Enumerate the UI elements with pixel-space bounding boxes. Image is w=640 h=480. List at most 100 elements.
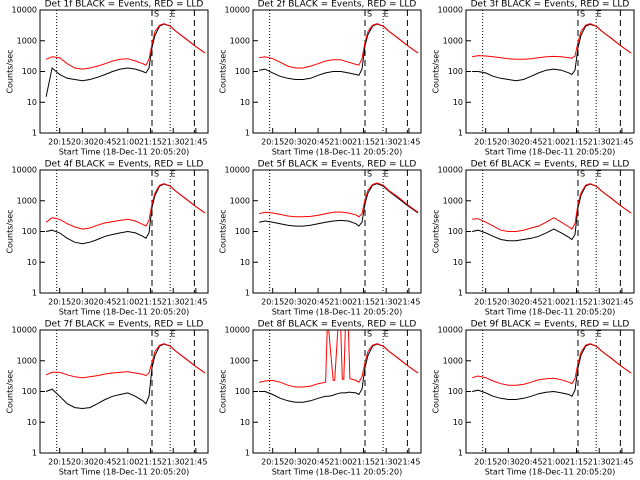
- x-tick-label: 20:30: [71, 298, 94, 307]
- y-tick-label: 1000: [17, 196, 37, 205]
- x-tick-label: 20:15: [474, 298, 497, 307]
- x-tick-label: 21:00: [329, 298, 352, 307]
- x-tick-label: 20:30: [71, 138, 94, 147]
- x-axis-label: Start Time (18-Dec-11 20:05:20): [485, 468, 616, 477]
- x-tick-label: 21:15: [565, 138, 588, 147]
- y-tick-label: 10: [27, 258, 37, 267]
- plot-frame: [465, 169, 635, 294]
- annotation: E: [171, 10, 176, 19]
- y-tick-label: 1000: [230, 196, 250, 205]
- x-tick-label: 21:00: [116, 138, 139, 147]
- x-tick-label: 20:15: [261, 458, 284, 467]
- annotation: E: [597, 330, 602, 339]
- series-line: [258, 182, 419, 218]
- x-tick-label: 20:45: [307, 458, 330, 467]
- x-tick-label: 21:45: [610, 458, 633, 467]
- series-line: [45, 183, 206, 230]
- x-tick-label: 20:15: [48, 138, 71, 147]
- y-tick-label: 10: [240, 418, 250, 427]
- annotation: E: [597, 170, 602, 179]
- chart-title: Det 5f BLACK = Events, RED = LLD: [258, 160, 417, 170]
- x-tick-label: 21:30: [162, 458, 185, 467]
- panel: Det 7f BLACK = Events, RED = LLD Counts/s…: [6, 320, 209, 477]
- plot-frame: [39, 9, 209, 134]
- annotation: S: [580, 170, 585, 179]
- plot-frame: [252, 9, 422, 134]
- y-tick-label: 1: [32, 129, 37, 138]
- y-tick-label: 100: [235, 67, 250, 76]
- y-tick-label: 10: [27, 98, 37, 107]
- x-tick-label: 21:15: [565, 298, 588, 307]
- annotation: S: [154, 170, 159, 179]
- y-tick-label: 10000: [438, 166, 463, 175]
- x-tick-label: 21:00: [329, 138, 352, 147]
- y-axis-label: Counts/sec: [219, 209, 228, 253]
- panel: Det 3f BLACK = Events, RED = LLD Counts/s…: [432, 0, 635, 157]
- y-tick-label: 1000: [230, 356, 250, 365]
- y-axis-label: Counts/sec: [6, 49, 15, 93]
- y-tick-label: 10000: [225, 6, 250, 15]
- plot-frame: [252, 329, 422, 454]
- x-tick-label: 21:30: [375, 138, 398, 147]
- x-axis-label: Start Time (18-Dec-11 20:05:20): [485, 308, 616, 317]
- x-tick-label: 20:15: [261, 298, 284, 307]
- series-line: [472, 23, 632, 60]
- x-tick-label: 21:15: [139, 298, 162, 307]
- x-tick-label: 21:00: [542, 298, 565, 307]
- y-tick-label: 1000: [443, 36, 463, 45]
- x-tick-label: 20:45: [520, 138, 543, 147]
- x-tick-label: 21:30: [588, 298, 611, 307]
- x-tick-label: 21:15: [352, 298, 375, 307]
- chart-title: Det 6f BLACK = Events, RED = LLD: [471, 160, 630, 170]
- y-tick-label: 10000: [12, 326, 37, 335]
- series-line: [45, 23, 206, 70]
- x-tick-label: 20:45: [520, 298, 543, 307]
- chart-title: Det 1f BLACK = Events, RED = LLD: [45, 0, 204, 10]
- x-tick-label: 20:30: [497, 458, 520, 467]
- y-tick-label: 100: [448, 227, 463, 236]
- plot-frame: [465, 9, 635, 134]
- x-tick-label: 20:45: [94, 138, 117, 147]
- annotation: S: [580, 330, 585, 339]
- y-tick-label: 1000: [230, 36, 250, 45]
- annotation: S: [580, 10, 585, 19]
- x-tick-label: 21:15: [352, 458, 375, 467]
- y-tick-label: 1: [245, 449, 250, 458]
- annotation: S: [154, 330, 159, 339]
- x-tick-label: 21:00: [116, 458, 139, 467]
- y-tick-label: 100: [22, 67, 37, 76]
- x-tick-label: 21:15: [139, 138, 162, 147]
- annotation: E: [384, 10, 389, 19]
- panel: Det 6f BLACK = Events, RED = LLD Counts/s…: [432, 160, 635, 317]
- x-axis-label: Start Time (18-Dec-11 20:05:20): [59, 148, 190, 157]
- y-tick-label: 10000: [438, 6, 463, 15]
- chart-title: Det 3f BLACK = Events, RED = LLD: [471, 0, 630, 10]
- x-tick-label: 21:45: [610, 298, 633, 307]
- series-line: [259, 329, 419, 388]
- series-line: [472, 183, 632, 232]
- y-tick-label: 1: [458, 449, 463, 458]
- x-tick-label: 21:45: [184, 458, 207, 467]
- annotation: E: [597, 10, 602, 19]
- y-tick-label: 10: [453, 418, 463, 427]
- annotation: S: [367, 330, 372, 339]
- x-tick-label: 21:00: [542, 138, 565, 147]
- panel: Det 1f BLACK = Events, RED = LLD Counts/s…: [6, 0, 209, 157]
- x-tick-label: 20:45: [94, 298, 117, 307]
- x-tick-label: 21:00: [329, 458, 352, 467]
- panel: Det 8f BLACK = Events, RED = LLD Counts/s…: [219, 320, 422, 477]
- y-tick-label: 1: [32, 449, 37, 458]
- x-tick-label: 20:30: [497, 298, 520, 307]
- y-tick-label: 1000: [17, 36, 37, 45]
- x-tick-label: 20:45: [520, 458, 543, 467]
- x-tick-label: 20:30: [497, 138, 520, 147]
- x-tick-label: 21:45: [397, 138, 420, 147]
- y-tick-label: 1000: [443, 356, 463, 365]
- y-tick-label: 10000: [225, 326, 250, 335]
- y-tick-label: 10000: [12, 166, 37, 175]
- x-tick-label: 20:45: [307, 138, 330, 147]
- x-axis-label: Start Time (18-Dec-11 20:05:20): [272, 148, 403, 157]
- y-axis-label: Counts/sec: [6, 209, 15, 253]
- x-tick-label: 20:45: [307, 298, 330, 307]
